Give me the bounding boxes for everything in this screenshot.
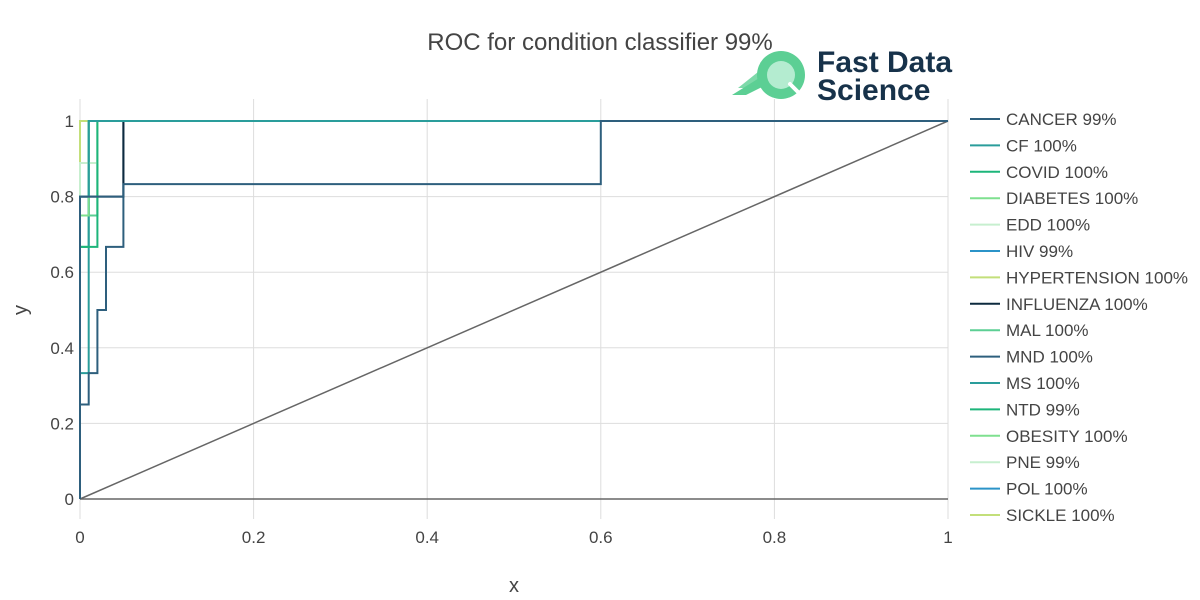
legend: CANCER 99% CF 100% COVID 100% DIABETES 100%… bbox=[970, 110, 1188, 525]
magnifier-icon bbox=[732, 51, 805, 99]
x-tick-label: 0.6 bbox=[589, 528, 613, 547]
diagonal-reference-line bbox=[79, 120, 949, 500]
x-tick-label: 1 bbox=[943, 528, 952, 547]
legend-item[interactable]: POL 100% bbox=[970, 480, 1088, 499]
legend-label: OBESITY 100% bbox=[1006, 427, 1128, 446]
legend-label: HIV 99% bbox=[1006, 242, 1073, 261]
legend-label: HYPERTENSION 100% bbox=[1006, 268, 1188, 287]
legend-item[interactable]: CF 100% bbox=[970, 136, 1077, 155]
legend-item[interactable]: MND 100% bbox=[970, 348, 1093, 367]
legend-item[interactable]: CANCER 99% bbox=[970, 110, 1117, 129]
legend-item[interactable]: MAL 100% bbox=[970, 321, 1089, 340]
legend-label: MAL 100% bbox=[1006, 321, 1089, 340]
tick-labels: 0 0.2 0.4 0.6 0.8 1 0 0.2 0.4 0.6 0.8 1 bbox=[50, 112, 952, 547]
legend-label: SICKLE 100% bbox=[1006, 506, 1115, 525]
brand-logo: Fast Data Science bbox=[732, 46, 952, 107]
series-line-0 bbox=[79, 120, 948, 499]
y-tick-label: 0.4 bbox=[50, 339, 74, 358]
legend-label: DIABETES 100% bbox=[1006, 189, 1138, 208]
y-tick-label: 0 bbox=[65, 490, 74, 509]
legend-item[interactable]: NTD 99% bbox=[970, 400, 1080, 419]
y-axis-label: y bbox=[10, 305, 32, 315]
series-line-9 bbox=[79, 120, 948, 499]
legend-label: NTD 99% bbox=[1006, 400, 1080, 419]
legend-item[interactable]: MS 100% bbox=[970, 374, 1080, 393]
legend-item[interactable]: EDD 100% bbox=[970, 216, 1090, 235]
legend-label: MND 100% bbox=[1006, 348, 1093, 367]
legend-item[interactable]: INFLUENZA 100% bbox=[970, 295, 1148, 314]
legend-item[interactable]: HIV 99% bbox=[970, 242, 1073, 261]
y-tick-label: 0.8 bbox=[50, 188, 74, 207]
brand-line-2: Science bbox=[817, 74, 930, 107]
legend-label: MS 100% bbox=[1006, 374, 1080, 393]
brand-line-1: Fast Data bbox=[817, 46, 952, 79]
chart-title: ROC for condition classifier 99% bbox=[427, 29, 772, 56]
grid bbox=[79, 99, 949, 519]
y-tick-label: 0.6 bbox=[50, 263, 74, 282]
y-tick-label: 0.2 bbox=[50, 414, 74, 433]
legend-item[interactable]: HYPERTENSION 100% bbox=[970, 268, 1188, 287]
x-tick-label: 0.8 bbox=[763, 528, 787, 547]
x-axis-label: x bbox=[509, 575, 519, 597]
legend-item[interactable]: OBESITY 100% bbox=[970, 427, 1128, 446]
legend-label: COVID 100% bbox=[1006, 163, 1108, 182]
y-tick-label: 1 bbox=[65, 112, 74, 131]
legend-item[interactable]: DIABETES 100% bbox=[970, 189, 1138, 208]
series-lines bbox=[79, 120, 949, 500]
x-tick-label: 0.4 bbox=[415, 528, 439, 547]
legend-label: PNE 99% bbox=[1006, 453, 1080, 472]
legend-item[interactable]: PNE 99% bbox=[970, 453, 1080, 472]
legend-label: CANCER 99% bbox=[1006, 110, 1117, 129]
legend-label: CF 100% bbox=[1006, 136, 1077, 155]
x-tick-label: 0.2 bbox=[242, 528, 266, 547]
legend-label: INFLUENZA 100% bbox=[1006, 295, 1148, 314]
legend-item[interactable]: SICKLE 100% bbox=[970, 506, 1115, 525]
legend-label: EDD 100% bbox=[1006, 216, 1090, 235]
x-tick-label: 0 bbox=[75, 528, 84, 547]
legend-item[interactable]: COVID 100% bbox=[970, 163, 1108, 182]
legend-label: POL 100% bbox=[1006, 480, 1088, 499]
